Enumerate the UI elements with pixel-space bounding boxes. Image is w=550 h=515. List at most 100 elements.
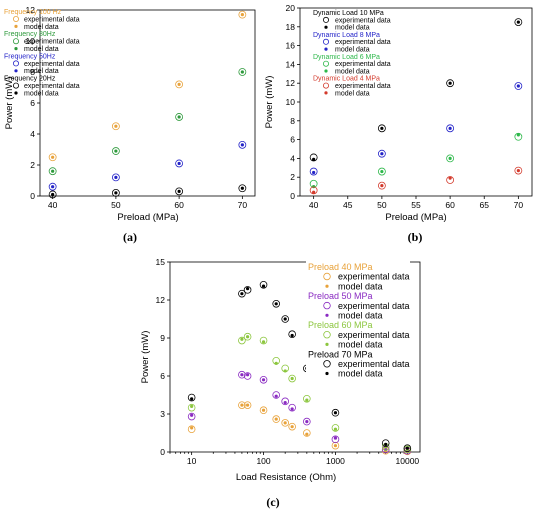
chart-panel-1: 40 50 60 70 0 2 4 6 8 10 12 Preload (MPa) Power (mW)… <box>4 5 256 244</box>
x-tick-label: 100 <box>256 456 270 466</box>
data-point-model <box>240 373 244 377</box>
y-tick-label: 6 <box>30 98 35 108</box>
legend-entry-label: model data <box>24 24 59 31</box>
legend-marker-filled <box>324 47 328 51</box>
legend-marker-open <box>322 60 329 67</box>
data-point-experimental <box>309 186 318 195</box>
data-point-experimental <box>243 372 252 380</box>
data-point-model <box>380 152 384 156</box>
legend-entry-label: experimental data <box>338 301 410 311</box>
data-point-experimental <box>238 10 247 19</box>
data-point-model <box>448 156 452 160</box>
data-point-model <box>245 373 250 377</box>
data-point-experimental <box>281 419 289 427</box>
y-axis-title: Power (mW) <box>264 76 275 129</box>
data-point-model <box>283 369 287 373</box>
chart-panel-2: 40 45 50 55 60 65 70 0 2 4 6 8 10 12 14 16 18 20 Preload (… <box>264 3 533 244</box>
x-tick-label: 40 <box>48 200 58 210</box>
legend-group-title: Dynamic Load 10 MPa <box>313 10 384 17</box>
legend-entry-label: model data <box>338 369 383 379</box>
data-point-model <box>261 408 266 412</box>
data-point-experimental <box>281 397 289 406</box>
y-tick-label: 0 <box>160 447 165 457</box>
data-point-experimental <box>259 406 268 415</box>
data-point-experimental <box>111 188 120 197</box>
data-point-experimental <box>377 167 386 176</box>
x-tick-label: 65 <box>480 200 490 210</box>
data-point-experimental <box>309 153 318 162</box>
data-point-experimental <box>377 124 386 133</box>
data-point-experimental <box>381 439 390 447</box>
y-axis-title: Power (mW) <box>4 77 15 130</box>
legend-group-title: Preload 70 MPa <box>308 349 373 359</box>
data-point-model <box>380 126 384 130</box>
legend-background <box>306 261 410 382</box>
data-point-model <box>448 81 452 85</box>
x-axis-title: Load Resistance (Ohm) <box>236 472 336 483</box>
data-point-model <box>240 337 244 341</box>
data-point-model <box>290 425 294 429</box>
legend-group-title: Frequency 50Hz <box>4 53 56 60</box>
data-point-model <box>305 398 309 402</box>
legend-marker-filled <box>14 24 18 28</box>
y-tick-label: 16 <box>286 41 296 51</box>
data-point-experimental <box>48 182 57 191</box>
data-point-experimental <box>514 132 523 141</box>
legend-marker-filled <box>325 313 329 317</box>
data-point-experimental <box>446 79 455 88</box>
y-tick-label: 3 <box>160 409 165 419</box>
data-point-experimental <box>243 401 252 409</box>
legend-marker-filled <box>325 284 329 288</box>
data-point-model <box>177 161 181 166</box>
data-point-model <box>177 82 181 86</box>
y-tick-label: 10 <box>26 36 36 46</box>
data-point-experimental <box>303 429 311 437</box>
x-tick-label: 50 <box>111 200 121 210</box>
y-tick-label: 15 <box>156 257 166 267</box>
legend-entry-label: model data <box>24 68 59 75</box>
legend-group-title: Frequency 80Hz <box>4 31 56 38</box>
x-tick-label: 40 <box>309 200 319 210</box>
data-point-experimental <box>238 289 246 298</box>
legend-marker-open <box>12 82 19 89</box>
series-group-2 <box>309 82 523 176</box>
y-axis-title: Power (mW) <box>140 331 151 384</box>
legend-group-title: Preload 50 MPa <box>308 291 373 301</box>
data-point-experimental <box>288 403 296 412</box>
legend-entry-label: experimental data <box>338 272 410 282</box>
series-group-1 <box>187 401 412 456</box>
legend-entry-label: model data <box>24 90 59 97</box>
data-point-experimental <box>111 147 120 155</box>
data-point-model <box>261 284 266 288</box>
data-point-experimental <box>187 412 196 421</box>
data-point-experimental <box>48 167 57 176</box>
panel-label: (a) <box>123 230 137 244</box>
data-point-model <box>261 340 266 344</box>
data-point-experimental <box>446 124 455 133</box>
data-point-experimental <box>272 415 281 423</box>
data-point-model <box>333 444 338 448</box>
legend-marker-filled <box>14 69 18 73</box>
data-point-experimental <box>331 408 340 417</box>
data-point-experimental <box>238 370 246 379</box>
y-tick-label: 8 <box>30 67 35 77</box>
data-point-model <box>274 302 278 306</box>
plot-area <box>297 7 533 199</box>
data-point-model <box>516 133 520 137</box>
legend-entry-label: model data <box>338 340 383 350</box>
data-point-experimental <box>243 332 252 341</box>
legend-marker-open <box>12 15 19 22</box>
data-point-experimental <box>175 113 184 121</box>
data-point-model <box>305 432 309 436</box>
chart-panel-3: 10 100 1000 10000 0 3 6 9 12 15 Load Resistance (O… <box>140 257 421 509</box>
data-point-model <box>190 426 194 430</box>
x-tick-label: 60 <box>174 200 184 210</box>
series-group-4 <box>48 184 247 199</box>
legend-group-title: Dynamic Load 6 MPa <box>313 54 380 61</box>
legend-marker-filled <box>325 371 329 376</box>
data-point-experimental <box>187 425 196 434</box>
legend-group-title: Preload 40 MPa <box>308 262 373 272</box>
panel-label: (b) <box>408 230 423 244</box>
y-tick-label: 20 <box>286 3 296 13</box>
x-tick-label: 10000 <box>396 456 420 466</box>
